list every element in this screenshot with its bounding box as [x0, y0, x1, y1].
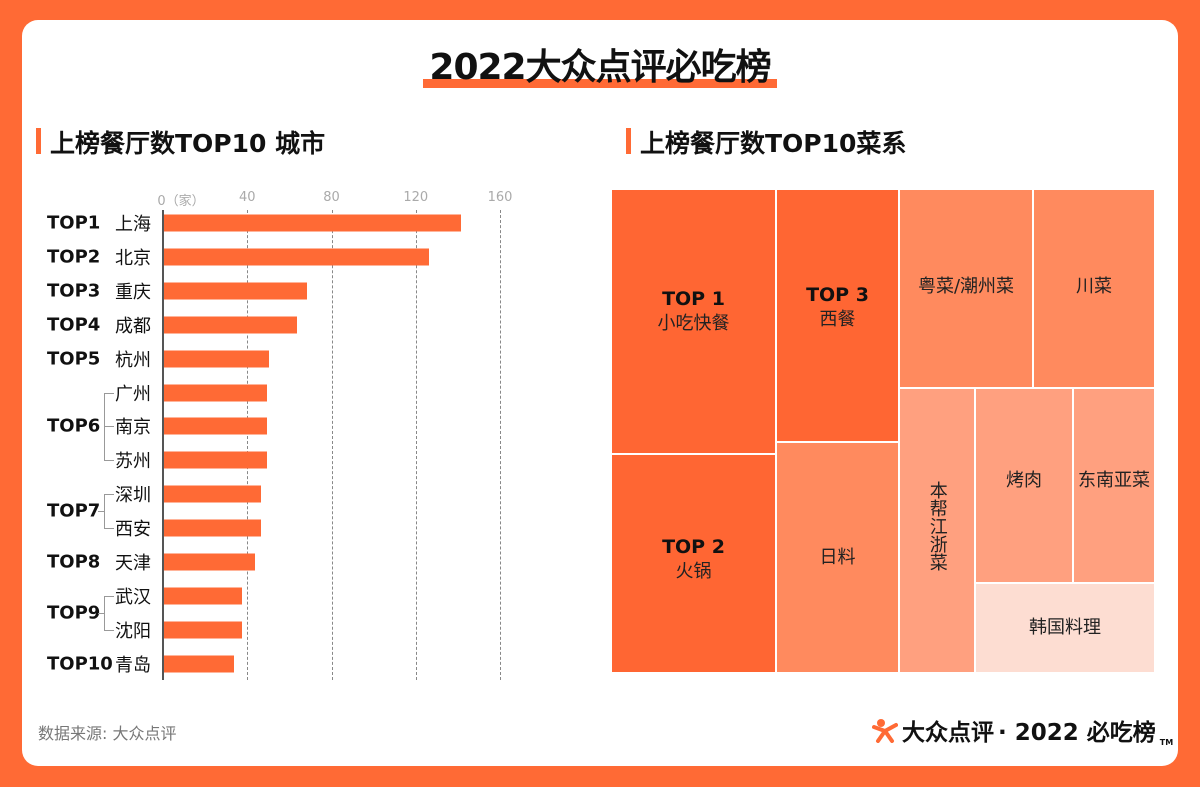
bar-chart-title: 上榜餐厅数TOP10 城市: [36, 124, 325, 160]
rank-label: TOP2: [47, 246, 101, 268]
bar: [164, 248, 430, 266]
cell-label: 火锅: [675, 560, 712, 582]
logo-brand: 大众点评: [902, 720, 994, 746]
treemap-cell: 韩国料理: [976, 584, 1154, 672]
rank-label: TOP1: [47, 212, 101, 234]
city-label: 深圳: [115, 485, 151, 507]
bar: [164, 282, 308, 300]
x-tick-label: 160: [487, 190, 513, 205]
rank-label: TOP4: [47, 314, 101, 336]
cell-label: 川菜: [1076, 276, 1112, 297]
cell-rank: TOP 2: [662, 536, 725, 559]
bar: [164, 417, 268, 435]
bar: [164, 519, 261, 537]
logo-tm: TM: [1159, 738, 1174, 747]
dianping-logo-icon: [872, 719, 898, 743]
city-label: 广州: [115, 383, 151, 405]
data-source: 数据来源: 大众点评: [38, 724, 177, 743]
cell-label: 韩国料理: [1029, 617, 1101, 639]
gridline: [331, 210, 333, 680]
city-label: 重庆: [115, 281, 151, 303]
title-text: 2022大众点评必吃榜: [423, 38, 777, 90]
bracket-tick: [104, 392, 114, 394]
group-bracket: [104, 595, 105, 630]
rank-label: TOP9: [47, 602, 101, 624]
bar: [164, 655, 234, 673]
logo-text: · 2022 必吃榜: [998, 720, 1156, 746]
x-tick-label: 120: [403, 190, 429, 205]
treemap-cell: TOP 1 小吃快餐: [612, 190, 775, 453]
city-label: 青岛: [115, 654, 151, 676]
bar: [164, 350, 270, 368]
bar: [164, 485, 261, 503]
bracket-tick: [104, 460, 114, 462]
rank-label: TOP3: [47, 280, 101, 302]
bracket-tick: [104, 494, 114, 496]
treemap-cell: 本帮江浙菜: [900, 389, 974, 672]
cell-label: 本帮江浙菜: [926, 481, 948, 571]
brand-logo: 大众点评 · 2022 必吃榜 TM: [872, 713, 1173, 747]
city-label: 西安: [115, 519, 151, 541]
treemap-cell: 粤菜/潮州菜: [900, 190, 1032, 387]
city-label: 苏州: [115, 451, 151, 473]
y-axis-line: [162, 210, 164, 680]
treemap-cell: 烤肉: [976, 389, 1072, 582]
bar: [164, 451, 268, 469]
cell-label: 西餐: [819, 308, 856, 330]
city-label: 上海: [115, 214, 151, 235]
gridline: [247, 210, 249, 680]
bar: [164, 316, 297, 334]
bracket-tick: [104, 595, 114, 597]
page-title: 2022大众点评必吃榜: [0, 38, 1200, 90]
city-label: 成都: [115, 315, 151, 337]
treemap-title: 上榜餐厅数TOP10菜系: [626, 124, 906, 160]
x-tick-label: 0（家）: [157, 194, 205, 209]
bar: [164, 384, 268, 401]
rank-label: TOP6: [47, 415, 101, 437]
bar: [164, 621, 242, 639]
group-bracket: [104, 494, 105, 529]
rank-label: TOP7: [47, 500, 101, 522]
treemap-cell: TOP 3 西餐: [777, 190, 898, 441]
bar: [164, 553, 255, 571]
bracket-tick: [98, 511, 104, 513]
treemap-cell: TOP 2 火锅: [612, 455, 775, 672]
x-tick-label: 40: [238, 190, 256, 205]
cell-label: 日料: [819, 546, 856, 568]
cell-label: 小吃快餐: [657, 312, 730, 334]
bracket-tick: [104, 528, 114, 530]
gridline: [415, 210, 417, 680]
rank-label: TOP8: [47, 551, 101, 573]
city-label: 沈阳: [115, 620, 151, 642]
treemap-cell: 日料: [777, 443, 898, 672]
city-label: 武汉: [115, 586, 151, 608]
city-label: 北京: [115, 247, 151, 269]
city-label: 杭州: [115, 349, 151, 371]
cell-label: 东南亚菜: [1078, 470, 1150, 491]
bracket-tick: [98, 612, 104, 614]
cell-label: 粤菜/潮州菜: [917, 276, 1015, 297]
bar: [164, 214, 461, 232]
cell-rank: TOP 3: [806, 283, 869, 306]
treemap-cell: 川菜: [1034, 190, 1154, 387]
city-label: 南京: [115, 417, 151, 439]
gridline: [500, 210, 501, 680]
x-tick-label: 80: [323, 190, 340, 205]
rank-label: TOP5: [47, 348, 101, 370]
bar: [164, 587, 242, 605]
bracket-tick: [104, 629, 114, 631]
bracket-tick: [104, 426, 114, 428]
rank-label: TOP10: [47, 653, 113, 675]
treemap-cell: 东南亚菜: [1074, 389, 1154, 582]
city-label: 天津: [115, 553, 151, 574]
cell-label: 烤肉: [1006, 470, 1042, 491]
cell-rank: TOP 1: [662, 288, 725, 311]
